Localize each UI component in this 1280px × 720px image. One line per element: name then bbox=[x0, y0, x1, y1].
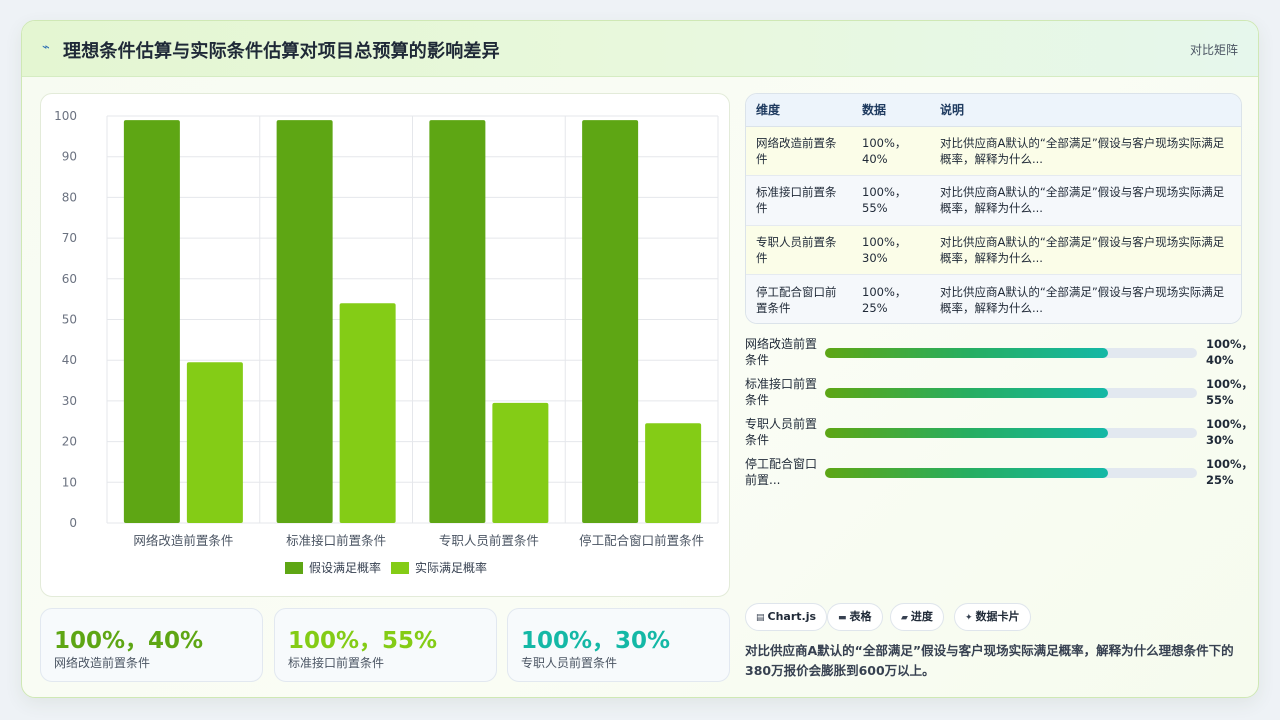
chip-label: Chart.js bbox=[767, 610, 817, 623]
bar bbox=[429, 120, 486, 523]
bar-chart: 0 10 20 30 40 50 60 70 80 90 100 网络改造前置条件 标准接口前置条件 专职… bbox=[54, 109, 719, 575]
progress-fill bbox=[825, 468, 1108, 478]
table-cell-data: 100%，25% bbox=[852, 274, 930, 323]
bar bbox=[582, 120, 639, 523]
table-cell-note: 对比供应商A默认的“全部满足”假设与客户现场实际满足概率，解释为什么... bbox=[930, 126, 1241, 176]
progress-value: 100%，30% bbox=[1206, 417, 1254, 447]
y-tick-label: 70 bbox=[62, 231, 77, 245]
chip-progress[interactable]: ▰ 进度 bbox=[890, 603, 944, 631]
description-text: 对比供应商A默认的“全部满足”假设与客户现场实际满足概率，解释为什么理想条件下的… bbox=[745, 643, 1234, 678]
view-tag: 对比矩阵 bbox=[1189, 43, 1238, 57]
progress-value: 100%，55% bbox=[1206, 377, 1254, 407]
comparison-table: 维度 数据 说明 网络改造前置条件 100%，40% 对比供应商A默认的“全部满… bbox=[746, 94, 1241, 323]
chip-table[interactable]: ▬ 表格 bbox=[827, 603, 883, 631]
progress-label: 网络改造前置条件 bbox=[745, 337, 818, 367]
progress-value: 100%，40% bbox=[1206, 337, 1254, 367]
table-icon: ▬ bbox=[838, 613, 847, 623]
table-row: 停工配合窗口前置条件 100%，25% 对比供应商A默认的“全部满足”假设与客户… bbox=[746, 274, 1241, 323]
header-bar: ⌁ 理想条件估算与实际条件估算对项目总预算的影响差异 对比矩阵 bbox=[22, 21, 1258, 77]
stat-value: 100%，40% bbox=[54, 628, 204, 654]
page-title: 理想条件估算与实际条件估算对项目总预算的影响差异 bbox=[63, 41, 500, 62]
progress-track bbox=[825, 428, 1197, 438]
progress-track bbox=[825, 388, 1197, 398]
legend-swatch bbox=[391, 562, 409, 574]
x-tick-label: 网络改造前置条件 bbox=[133, 533, 233, 548]
table-row: 网络改造前置条件 100%，40% 对比供应商A默认的“全部满足”假设与客户现场… bbox=[746, 126, 1241, 176]
progress-label: 专职人员前置条件 bbox=[745, 417, 818, 447]
y-tick-label: 80 bbox=[62, 190, 77, 204]
table-header-cell: 说明 bbox=[930, 94, 1241, 127]
progress-track bbox=[825, 468, 1197, 478]
dashboard-panel: ⌁ 理想条件估算与实际条件估算对项目总预算的影响差异 对比矩阵 0 10 20 30 4… bbox=[21, 20, 1259, 698]
stat-card-interface: 100%，55% 标准接口前置条件 bbox=[274, 608, 497, 682]
bar bbox=[492, 402, 549, 523]
legend-label: 假设满足概率 bbox=[309, 560, 381, 575]
progress-fill bbox=[825, 428, 1108, 438]
chart-icon: ▤ bbox=[756, 613, 765, 623]
table-cell-dim: 标准接口前置条件 bbox=[746, 175, 852, 226]
table-cell-data: 100%，30% bbox=[852, 225, 930, 275]
progress-fill bbox=[825, 348, 1108, 358]
x-tick-label: 标准接口前置条件 bbox=[286, 533, 386, 548]
table-row: 标准接口前置条件 100%，55% 对比供应商A默认的“全部满足”假设与客户现场… bbox=[746, 175, 1241, 226]
y-tick-label: 90 bbox=[62, 150, 77, 164]
bar bbox=[123, 120, 180, 523]
chip-label: 进度 bbox=[910, 610, 933, 623]
progress-label: 停工配合窗口前置... bbox=[745, 457, 818, 487]
stat-label: 网络改造前置条件 bbox=[54, 656, 151, 670]
table-cell-dim: 停工配合窗口前置条件 bbox=[746, 274, 852, 323]
progress-row: 停工配合窗口前置... 100%，25% bbox=[745, 456, 1253, 490]
y-tick-label: 60 bbox=[62, 272, 77, 286]
comparison-table-card: 维度 数据 说明 网络改造前置条件 100%，40% 对比供应商A默认的“全部满… bbox=[745, 93, 1242, 324]
y-tick-label: 100 bbox=[54, 109, 77, 123]
legend-label: 实际满足概率 bbox=[415, 560, 487, 575]
stat-value: 100%，30% bbox=[521, 628, 671, 654]
x-tick-label: 停工配合窗口前置条件 bbox=[579, 533, 704, 548]
table-row: 专职人员前置条件 100%，30% 对比供应商A默认的“全部满足”假设与客户现场… bbox=[746, 225, 1241, 275]
y-tick-label: 20 bbox=[62, 435, 77, 449]
progress-icon: ▰ bbox=[901, 613, 908, 623]
table-cell-data: 100%，55% bbox=[852, 175, 930, 226]
table-cell-dim: 专职人员前置条件 bbox=[746, 225, 852, 275]
stat-value: 100%，55% bbox=[288, 628, 438, 654]
table-cell-data: 100%，40% bbox=[852, 126, 930, 176]
stat-card-staff: 100%，30% 专职人员前置条件 bbox=[507, 608, 730, 682]
bar bbox=[339, 303, 396, 523]
stat-label: 标准接口前置条件 bbox=[288, 656, 385, 670]
bar bbox=[276, 120, 333, 523]
table-cell-note: 对比供应商A默认的“全部满足”假设与客户现场实际满足概率，解释为什么... bbox=[930, 225, 1241, 275]
progress-label: 标准接口前置条件 bbox=[745, 377, 818, 407]
table-cell-dim: 网络改造前置条件 bbox=[746, 126, 852, 176]
bar bbox=[645, 423, 702, 523]
lightning-icon: ⌁ bbox=[42, 40, 50, 55]
y-tick-label: 30 bbox=[62, 394, 77, 408]
chip-label: 表格 bbox=[849, 610, 872, 623]
chip-data-card[interactable]: ✦ 数据卡片 bbox=[954, 603, 1031, 631]
chip-label: 数据卡片 bbox=[975, 610, 1020, 623]
y-tick-label: 40 bbox=[62, 353, 77, 367]
chip-chartjs[interactable]: ▤ Chart.js bbox=[745, 603, 828, 631]
card-icon: ✦ bbox=[965, 613, 973, 623]
progress-track bbox=[825, 348, 1197, 358]
stat-card-network: 100%，40% 网络改造前置条件 bbox=[40, 608, 263, 682]
y-tick-label: 10 bbox=[62, 475, 77, 489]
x-tick-label: 专职人员前置条件 bbox=[439, 533, 539, 548]
table-header-row: 维度 数据 说明 bbox=[746, 94, 1241, 127]
table-header-cell: 维度 bbox=[746, 94, 852, 127]
progress-row: 标准接口前置条件 100%，55% bbox=[745, 376, 1253, 410]
y-tick-label: 0 bbox=[69, 516, 77, 530]
legend-swatch bbox=[285, 562, 303, 574]
table-header-cell: 数据 bbox=[852, 94, 930, 127]
stat-label: 专职人员前置条件 bbox=[521, 656, 618, 670]
y-tick-label: 50 bbox=[62, 313, 77, 327]
table-cell-note: 对比供应商A默认的“全部满足”假设与客户现场实际满足概率，解释为什么... bbox=[930, 175, 1241, 226]
table-cell-note: 对比供应商A默认的“全部满足”假设与客户现场实际满足概率，解释为什么... bbox=[930, 274, 1241, 323]
progress-value: 100%，25% bbox=[1206, 457, 1254, 487]
progress-row: 专职人员前置条件 100%，30% bbox=[745, 416, 1253, 450]
progress-fill bbox=[825, 388, 1108, 398]
progress-row: 网络改造前置条件 100%，40% bbox=[745, 336, 1253, 370]
bar-chart-card: 0 10 20 30 40 50 60 70 80 90 100 网络改造前置条件 标准接口前置条件 专职… bbox=[40, 93, 730, 597]
bar bbox=[186, 362, 243, 523]
